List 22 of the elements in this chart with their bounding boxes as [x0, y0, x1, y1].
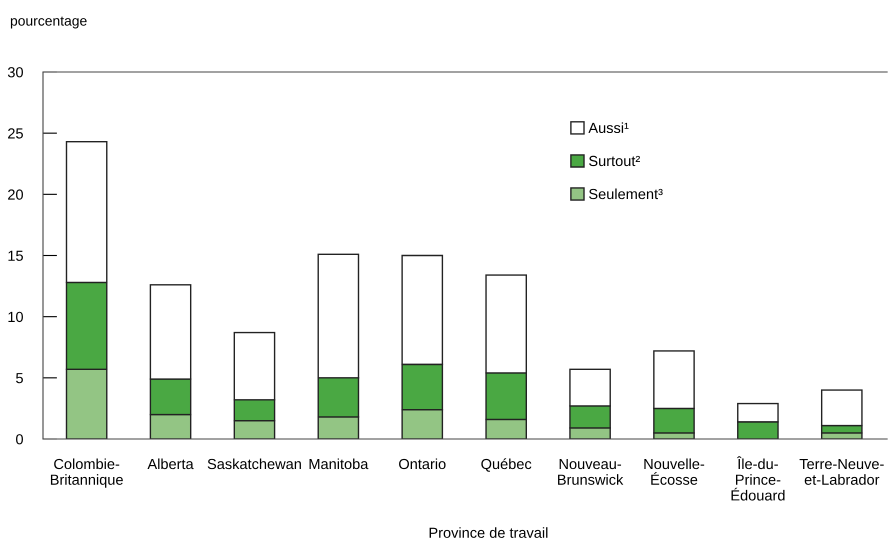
x-tick-label: Nouvelle- Écosse	[644, 458, 704, 485]
x-tick-label: Ontario	[399, 458, 446, 470]
y-tick-label: 15	[8, 250, 23, 261]
y-tick-label: 0	[16, 434, 23, 444]
x-tick-label: Nouveau- Brunswick	[558, 458, 624, 485]
legend-label: Surtout²	[589, 156, 640, 166]
y-tick-label: 5	[16, 373, 23, 384]
legend-label: Aussi¹	[588, 122, 629, 134]
x-tick-label: Alberta	[147, 458, 194, 470]
legend-label: Seulement³	[589, 188, 663, 200]
x-tick-label: Saskatchewan	[208, 458, 301, 470]
x-tick-label: Manitoba	[310, 458, 368, 470]
y-tick-label: 10	[8, 312, 23, 322]
x-axis-title: Province de travail	[430, 527, 548, 538]
x-tick-label: Terre-Neuve- et-Labrador	[800, 458, 884, 485]
x-tick-label: Colombie- Britannique	[50, 458, 123, 488]
y-tick-label: 20	[8, 189, 23, 200]
x-tick-label: Québec	[481, 458, 532, 472]
y-tick-label: 30	[8, 67, 23, 78]
y-tick-label: 25	[8, 128, 23, 139]
y-axis-title: pourcentage	[10, 16, 87, 28]
x-tick-label: Île-du- Prince- Édouard	[732, 456, 785, 501]
